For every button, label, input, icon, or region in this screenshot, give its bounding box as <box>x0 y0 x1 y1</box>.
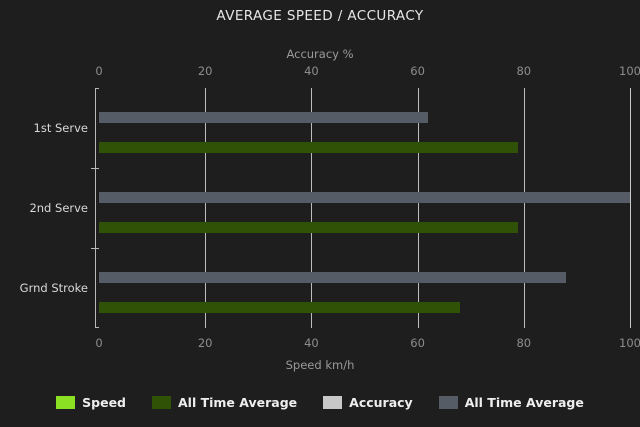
chart-title: AVERAGE SPEED / ACCURACY <box>216 8 424 24</box>
bar-speed_avg-1[interactable] <box>99 222 519 233</box>
bottom-axis-tick-labels: 0 20 40 60 80 100 <box>0 336 640 350</box>
plot-area <box>99 88 631 328</box>
gridline <box>311 88 313 328</box>
legend-label: Speed <box>82 395 126 410</box>
axis-tick-label: 40 <box>304 336 319 350</box>
bar-accuracy_avg-0[interactable] <box>99 112 429 123</box>
legend-swatch-icon <box>152 396 171 409</box>
axis-tick-label: 80 <box>516 64 532 78</box>
top-axis-tick-labels: 0 20 40 60 80 100 <box>0 64 640 78</box>
axis-tick-label: 80 <box>516 336 532 350</box>
category-tick <box>91 248 99 249</box>
category-axis-spine <box>95 88 99 328</box>
bottom-axis-title: Speed km/h <box>285 358 355 372</box>
top-axis-title: Accuracy % <box>286 47 354 61</box>
axis-tick-label: 100 <box>619 64 640 78</box>
axis-tick-label: 40 <box>304 64 319 78</box>
gridline <box>417 88 419 328</box>
legend-label: All Time Average <box>178 395 298 410</box>
bar-accuracy_avg-2[interactable] <box>99 272 567 283</box>
legend-item-3[interactable]: All Time Average <box>438 395 584 410</box>
legend-swatch-icon <box>438 396 458 409</box>
axis-tick-label: 0 <box>95 64 103 78</box>
bar-speed_avg-2[interactable] <box>99 302 461 313</box>
category-tick <box>91 168 99 169</box>
category-axis-labels: 1st Serve 2nd Serve Grnd Stroke <box>0 0 88 427</box>
axis-tick-label: 60 <box>410 336 425 350</box>
legend-item-2[interactable]: Accuracy <box>323 395 413 410</box>
axis-tick-label: 100 <box>619 336 640 350</box>
axis-tick-label: 60 <box>410 64 425 78</box>
category-label-2: Grnd Stroke <box>19 281 88 295</box>
legend-label: Accuracy <box>349 395 413 410</box>
chart-legend: Speed All Time Average Accuracy All Time Av… <box>0 395 640 410</box>
axis-tick-label: 20 <box>197 64 213 78</box>
category-label-1: 2nd Serve <box>29 201 88 215</box>
legend-item-0[interactable]: Speed <box>56 395 126 410</box>
axis-tick-label: 0 <box>95 336 103 350</box>
bar-accuracy_avg-1[interactable] <box>99 192 630 203</box>
legend-label: All Time Average <box>464 395 584 410</box>
legend-swatch-icon <box>56 396 76 409</box>
axis-tick-label: 20 <box>197 336 213 350</box>
gridline <box>205 88 207 328</box>
gridline <box>630 88 631 328</box>
category-label-0: 1st Serve <box>33 121 88 135</box>
bar-speed_avg-0[interactable] <box>99 142 519 153</box>
gridline <box>523 88 525 328</box>
legend-swatch-icon <box>323 396 343 409</box>
legend-item-1[interactable]: All Time Average <box>152 395 297 410</box>
